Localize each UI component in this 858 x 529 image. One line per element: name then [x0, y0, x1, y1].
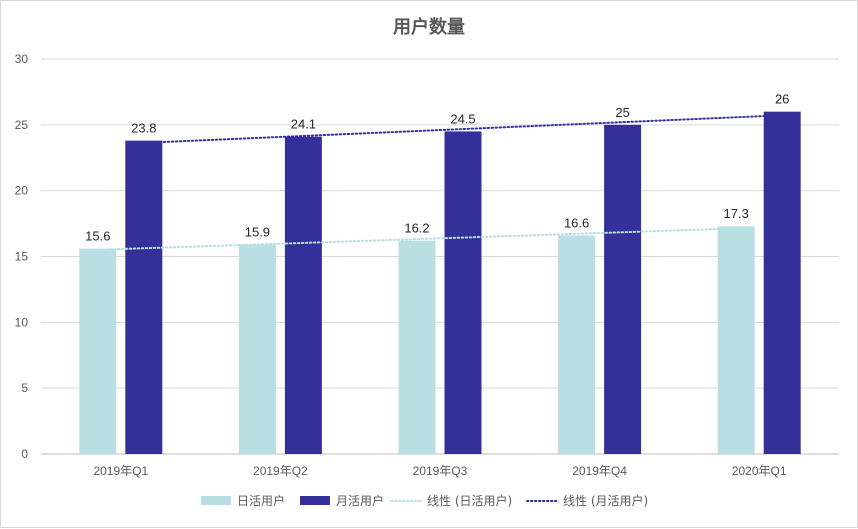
- trendline: [92, 227, 742, 251]
- data-label: 24.1: [291, 117, 316, 132]
- data-label: 16.2: [404, 221, 429, 236]
- bar-dau: [558, 235, 596, 454]
- trendline: [138, 114, 788, 145]
- legend: 日活用户 月活用户 线性 (日活用户) 线性 (月活用户): [201, 493, 648, 508]
- data-label: 16.6: [564, 215, 589, 230]
- y-tick-label: 10: [15, 315, 29, 329]
- bar-dau: [238, 244, 276, 454]
- y-tick-label: 15: [15, 250, 29, 264]
- legend-label: 日活用户: [237, 493, 285, 508]
- gridlines: [41, 58, 839, 455]
- bar-mau: [763, 111, 801, 455]
- data-label: 15.6: [85, 229, 110, 244]
- y-tick-label: 25: [15, 118, 29, 132]
- x-tick-label: 2019年Q1: [93, 464, 148, 478]
- legend-label: 线性 (日活用户): [427, 493, 512, 508]
- x-axis-ticks: 2019年Q1 2019年Q2 2019年Q3 2019年Q4 2020年Q1: [93, 464, 786, 478]
- y-tick-label: 0: [21, 447, 28, 461]
- data-label: 15.9: [245, 225, 270, 240]
- data-label: 24.5: [450, 111, 475, 126]
- bar-dau: [717, 226, 755, 454]
- data-label: 17.3: [724, 206, 749, 221]
- bar-mau: [284, 136, 322, 454]
- legend-label: 线性 (月活用户): [563, 493, 648, 508]
- data-label: 23.8: [131, 121, 156, 136]
- bar-dau: [79, 248, 117, 454]
- data-label: 25: [615, 105, 629, 120]
- x-tick-label: 2020年Q1: [732, 464, 787, 478]
- data-label: 26: [775, 92, 789, 107]
- bar-mau: [444, 131, 482, 454]
- bar-mau: [604, 124, 642, 454]
- bar-dau: [398, 240, 436, 454]
- legend-label: 月活用户: [336, 493, 384, 508]
- y-tick-label: 5: [21, 381, 28, 395]
- bar-mau: [125, 140, 163, 454]
- x-tick-label: 2019年Q4: [572, 464, 627, 478]
- y-tick-label: 20: [15, 184, 29, 198]
- y-axis-ticks: 0 5 10 15 20 25 30: [15, 52, 29, 461]
- legend-swatch-mau: [300, 496, 330, 505]
- x-tick-label: 2019年Q3: [413, 464, 468, 478]
- x-tick-label: 2019年Q2: [253, 464, 308, 478]
- legend-swatch-dau: [201, 496, 231, 505]
- chart-title: 用户数量: [393, 16, 465, 38]
- data-labels: 15.6 15.9 16.2 16.6 17.3 23.8 24.1 24.5 25 26: [85, 92, 789, 244]
- y-tick-label: 30: [15, 52, 29, 66]
- bars: [79, 111, 801, 455]
- trendlines: [92, 114, 788, 251]
